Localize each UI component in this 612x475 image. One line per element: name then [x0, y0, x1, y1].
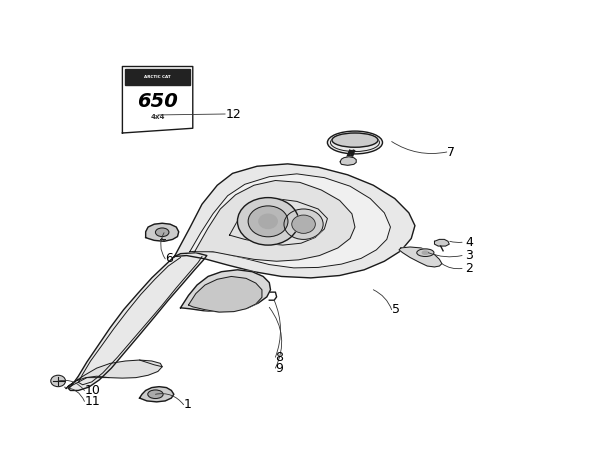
Text: 11: 11	[84, 395, 100, 408]
Ellipse shape	[155, 228, 169, 237]
Polygon shape	[190, 174, 390, 268]
Text: 12: 12	[225, 107, 241, 121]
Text: 9: 9	[275, 361, 283, 375]
Circle shape	[237, 198, 299, 245]
Text: 6: 6	[165, 252, 173, 266]
Text: 1: 1	[184, 398, 192, 411]
Ellipse shape	[422, 251, 428, 255]
Polygon shape	[344, 162, 354, 165]
Polygon shape	[125, 69, 190, 85]
Polygon shape	[188, 276, 262, 312]
Ellipse shape	[148, 390, 163, 399]
Circle shape	[292, 215, 315, 233]
Polygon shape	[69, 253, 207, 390]
Polygon shape	[181, 270, 271, 312]
Polygon shape	[122, 66, 193, 133]
Text: 8: 8	[275, 351, 283, 364]
Ellipse shape	[332, 133, 378, 147]
Circle shape	[284, 209, 323, 239]
Polygon shape	[340, 157, 356, 165]
Text: 2: 2	[465, 262, 473, 275]
Circle shape	[51, 375, 65, 387]
Polygon shape	[195, 180, 355, 261]
Text: 7: 7	[447, 145, 455, 159]
Polygon shape	[140, 387, 174, 402]
Text: 4: 4	[465, 236, 473, 249]
Polygon shape	[66, 360, 162, 389]
Text: 4x4: 4x4	[151, 114, 165, 120]
Ellipse shape	[417, 249, 434, 256]
Polygon shape	[146, 223, 179, 241]
Polygon shape	[435, 239, 449, 246]
Circle shape	[248, 206, 288, 237]
Text: 3: 3	[465, 249, 473, 262]
Ellipse shape	[327, 131, 382, 154]
Circle shape	[259, 214, 277, 228]
Polygon shape	[174, 164, 415, 278]
Text: 650: 650	[137, 92, 178, 111]
Text: 10: 10	[84, 384, 100, 397]
Polygon shape	[399, 247, 442, 267]
Text: ARCTIC CAT: ARCTIC CAT	[144, 75, 171, 79]
Text: 5: 5	[392, 303, 400, 316]
